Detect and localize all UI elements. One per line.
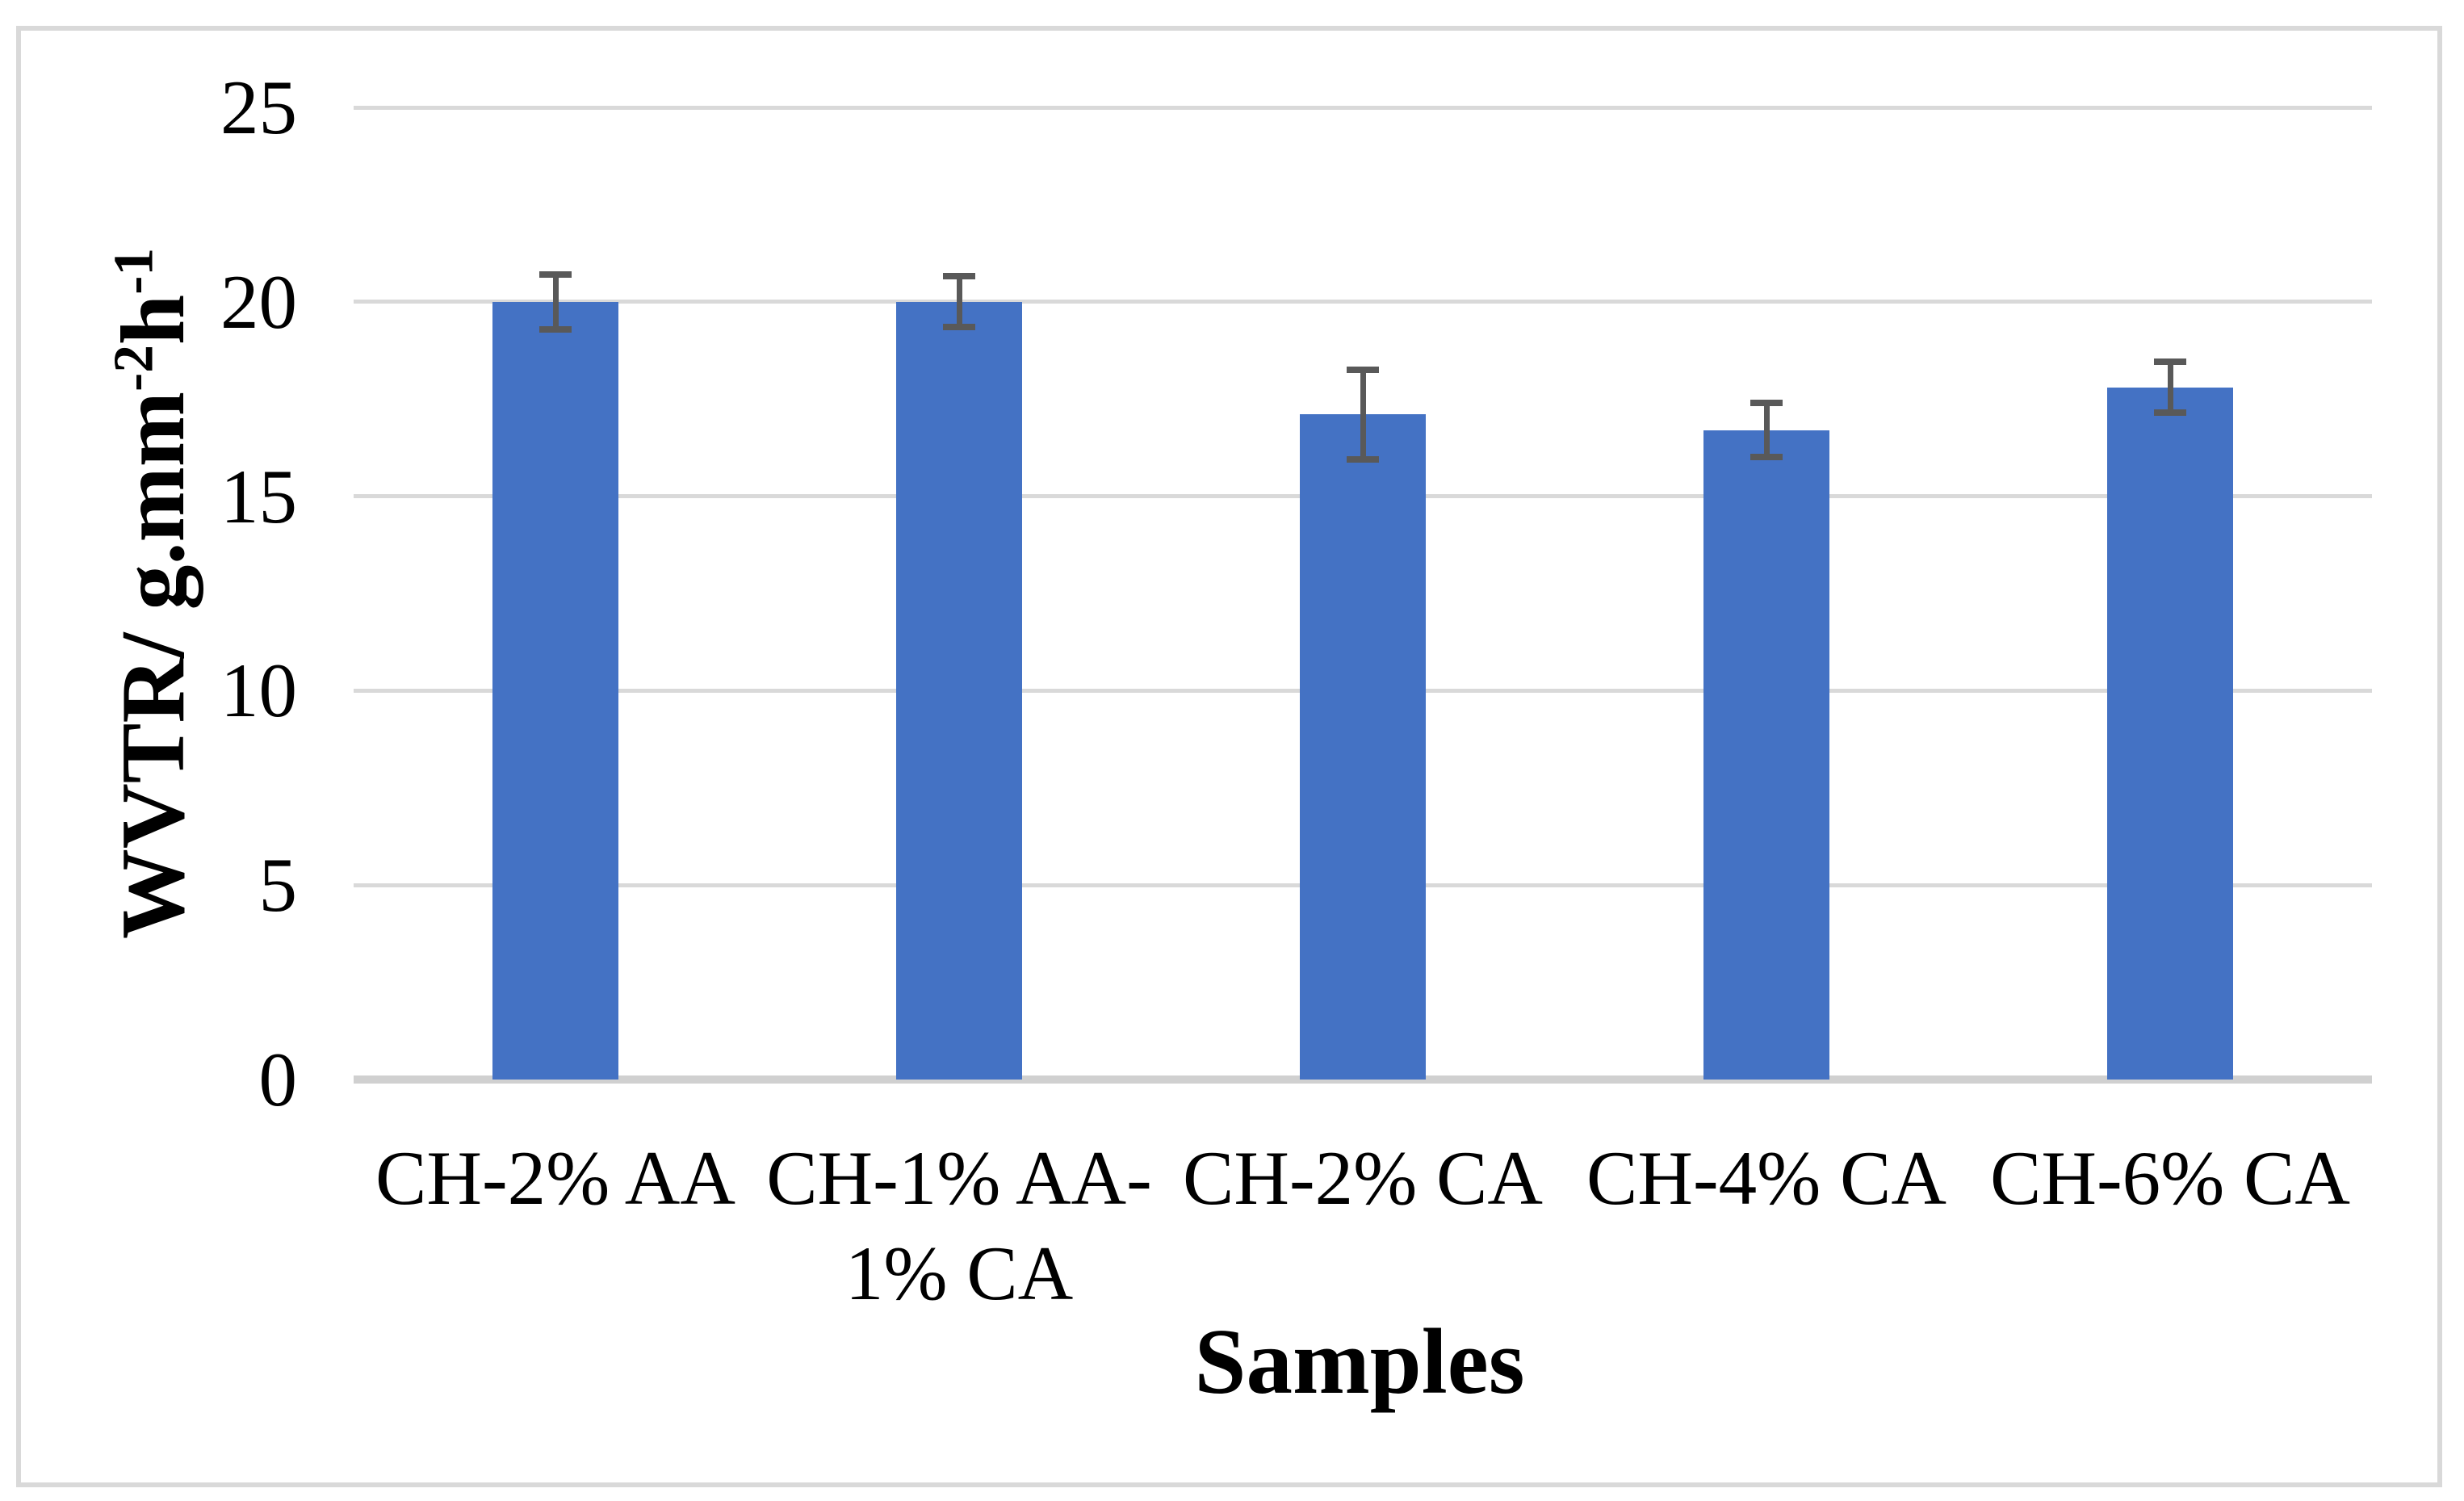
y-axis-title-superscript: -2 bbox=[103, 345, 166, 392]
error-bar-cap bbox=[1750, 400, 1783, 406]
y-tick-label: 15 bbox=[220, 454, 297, 539]
gridline bbox=[354, 300, 2372, 304]
error-bar-cap bbox=[2154, 409, 2186, 416]
x-category-label: CH-4% CA bbox=[1565, 1130, 1968, 1226]
error-bar bbox=[957, 276, 962, 327]
x-category-label: CH-2% CA bbox=[1161, 1130, 1565, 1226]
x-category-label-line: CH-6% CA bbox=[1990, 1135, 2350, 1221]
x-axis-title: Samples bbox=[1194, 1310, 1525, 1413]
bar bbox=[1703, 430, 1829, 1080]
error-bar bbox=[2168, 362, 2173, 413]
x-category-label-line: CH-4% CA bbox=[1586, 1135, 1946, 1221]
y-axis-title-superscript: -1 bbox=[103, 247, 166, 295]
x-category-label: CH-2% AA bbox=[354, 1130, 757, 1226]
error-bar bbox=[1360, 370, 1366, 459]
bar bbox=[1300, 414, 1426, 1080]
y-tick-label: 10 bbox=[220, 648, 297, 733]
error-bar-cap bbox=[2154, 358, 2186, 365]
y-axis-title: WVTR/ g.mm-2h-1 bbox=[94, 0, 212, 1401]
y-tick-label: 20 bbox=[220, 259, 297, 345]
y-axis-title-text: WVTR/ g.mm bbox=[103, 391, 203, 940]
bar bbox=[896, 302, 1022, 1080]
y-axis-title-text: h bbox=[103, 294, 203, 346]
y-tick-label: 5 bbox=[258, 842, 298, 928]
error-bar-cap bbox=[943, 273, 975, 279]
y-tick-label: 0 bbox=[258, 1037, 298, 1122]
x-category-label-line: 1% CA bbox=[844, 1231, 1074, 1316]
error-bar-cap bbox=[1347, 456, 1379, 463]
x-category-label-line: CH-2% AA bbox=[375, 1135, 735, 1221]
x-axis-baseline bbox=[354, 1075, 2372, 1084]
error-bar-cap bbox=[1750, 454, 1783, 460]
bar bbox=[2107, 388, 2233, 1080]
gridline bbox=[354, 106, 2372, 110]
y-tick-label: 25 bbox=[220, 65, 297, 150]
error-bar bbox=[1764, 403, 1770, 457]
x-category-label: CH-6% CA bbox=[1968, 1130, 2372, 1226]
error-bar-cap bbox=[1347, 367, 1379, 373]
error-bar bbox=[553, 275, 559, 329]
x-category-label-line: CH-2% CA bbox=[1183, 1135, 1543, 1221]
x-category-label-line: CH-1% AA- bbox=[766, 1135, 1152, 1221]
chart-border bbox=[16, 26, 2442, 1487]
x-category-label: CH-1% AA- 1% CA bbox=[757, 1130, 1161, 1321]
error-bar-cap bbox=[539, 271, 572, 278]
bar bbox=[492, 302, 618, 1080]
error-bar-cap bbox=[539, 326, 572, 333]
error-bar-cap bbox=[943, 324, 975, 330]
